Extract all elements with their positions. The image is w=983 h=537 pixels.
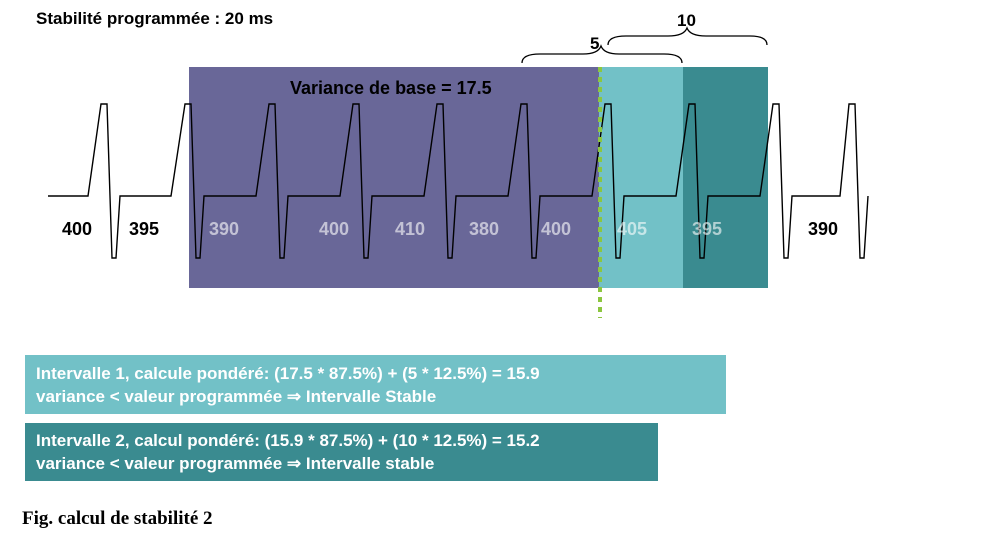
interval-2-calculation-box: Intervalle 2, calcul pondéré: (15.9 * 87… xyxy=(25,423,658,481)
rr-interval-label: 410 xyxy=(395,219,426,239)
rr-interval-label: 400 xyxy=(319,219,350,239)
rr-interval-label: 395 xyxy=(692,219,723,239)
base-variance-label: Variance de base = 17.5 xyxy=(290,78,492,98)
rr-interval-label: 390 xyxy=(209,219,240,239)
ecg-trace xyxy=(48,103,869,259)
brace-long-label: 10 xyxy=(677,11,696,30)
rr-interval-label: 395 xyxy=(129,219,160,239)
base-variance-window xyxy=(189,67,599,288)
brace-short xyxy=(521,44,683,64)
rr-interval-label: 400 xyxy=(62,219,93,239)
interval-1-result: variance < valeur programmée ⇒ Intervall… xyxy=(36,387,437,406)
interval-1-calculation-box: Intervalle 1, calcule pondéré: (17.5 * 8… xyxy=(25,355,726,414)
interval-2-formula: Intervalle 2, calcul pondéré: (15.9 * 87… xyxy=(36,431,540,450)
rr-interval-label: 390 xyxy=(808,219,839,239)
brace-long xyxy=(607,26,768,46)
rr-interval-label: 380 xyxy=(469,219,500,239)
interval-1-formula: Intervalle 1, calcule pondéré: (17.5 * 8… xyxy=(36,364,540,383)
rr-interval-label: 400 xyxy=(541,219,572,239)
rr-interval-label: 405 xyxy=(617,219,648,239)
interval-2-result: variance < valeur programmée ⇒ Intervall… xyxy=(36,454,435,473)
brace-short-label: 5 xyxy=(590,34,600,53)
page-title: Stabilité programmée : 20 ms xyxy=(36,9,274,28)
figure-caption: Fig. calcul de stabilité 2 xyxy=(22,508,213,529)
